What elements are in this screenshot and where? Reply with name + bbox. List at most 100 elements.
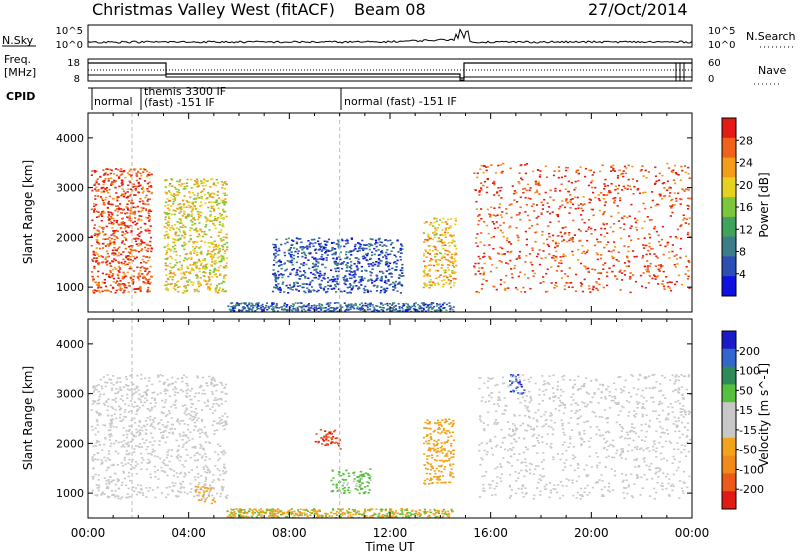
nsky-line	[87, 27, 693, 44]
velocity-colorbar-swatch	[722, 491, 736, 510]
nsky-left-tick-top: 10^5	[56, 26, 83, 37]
cpid-segment-themis: themis 3300 IF	[144, 85, 226, 98]
cpid-segment-normal-fast: normal (fast) -151 IF	[344, 95, 457, 108]
velocity-ylabel: Slant Range [km]	[21, 366, 35, 470]
velocity-colorbar-swatch	[722, 420, 736, 439]
nsky-right-tick-bottom: 10^0	[708, 40, 735, 51]
power-colorbar-tick-label: 16	[739, 201, 753, 214]
velocity-plot-area	[88, 319, 692, 518]
power-colorbar-tick-label: 8	[739, 246, 746, 259]
velocity-colorbar-swatch	[722, 473, 736, 492]
power-plot-area	[88, 113, 692, 312]
power-y-tick-label: 3000	[56, 182, 84, 195]
vel-region-1	[195, 483, 216, 505]
freq-step-line	[88, 62, 692, 79]
power-colorbar-swatch	[722, 256, 736, 277]
velocity-colorbar-swatch	[722, 402, 736, 421]
vel-region-5	[509, 374, 526, 395]
nsky-left-tick-bottom: 10^0	[56, 40, 83, 51]
nave-label: Nave	[758, 64, 786, 77]
power-panel: 1000 2000 3000 4000 Slant Range [km]	[21, 112, 693, 313]
velocity-colorbar-swatch	[722, 437, 736, 457]
nave-step-line	[88, 74, 692, 81]
nsky-panel	[87, 24, 693, 48]
time-axis: 00:00 04:00 08:00 12:00 16:00 20:00 00:00	[71, 526, 710, 540]
power-colorbar-tick-label: 12	[739, 223, 753, 236]
power-colorbar-swatch	[722, 118, 736, 139]
station-title: Christmas Valley West (fitACF)	[92, 0, 335, 19]
power-colorbar-swatch	[722, 276, 736, 297]
power-near-range-band	[227, 302, 455, 313]
power-colorbar-tick-label: 20	[739, 179, 753, 192]
power-region-4	[473, 162, 692, 294]
time-tick-label: 00:00	[675, 526, 710, 540]
cpid-label: CPID	[6, 90, 35, 103]
vel-y-tick-label: 3000	[56, 388, 84, 401]
power-y-tick-label: 1000	[56, 281, 84, 294]
velocity-colorbar-tick-label: -50	[739, 444, 757, 457]
power-colorbar-swatch	[722, 137, 736, 159]
power-colorbar-tick-label: 4	[739, 268, 746, 281]
time-axis-label: Time UT	[364, 540, 415, 554]
velocity-colorbar-swatch	[722, 348, 736, 368]
cpid-segment-fast: (fast) -151 IF	[144, 96, 215, 109]
velocity-colorbar-tick-label: -200	[739, 483, 764, 496]
freq-end-spikes	[675, 63, 685, 81]
power-colorbar-tick-label: 28	[739, 134, 753, 147]
power-cells	[90, 113, 692, 313]
freq-left-tick-top: 18	[67, 58, 80, 69]
freq-left-tick-bottom: 8	[74, 74, 80, 85]
time-tick-label: 20:00	[574, 526, 609, 540]
freq-label-line2: [MHz]	[4, 66, 36, 79]
velocity-colorbar-tick-label: 15	[739, 404, 753, 417]
velocity-colorbar: 200 100 50 15 -15 -50 -100 -200	[721, 330, 764, 510]
power-colorbar-swatch	[722, 216, 736, 238]
vel-region-0	[90, 373, 229, 500]
vel-region-4	[422, 418, 456, 485]
velocity-colorbar-swatch	[722, 384, 736, 403]
velocity-colorbar-tick-label: 50	[739, 384, 753, 397]
velocity-colorbar-tick-label: -15	[739, 424, 757, 437]
time-tick-label: 16:00	[473, 526, 508, 540]
power-y-tick-label: 4000	[56, 132, 84, 145]
time-tick-label: 04:00	[171, 526, 206, 540]
velocity-colorbar-swatch	[722, 331, 736, 350]
beam-label: Beam 08	[354, 0, 426, 19]
freq-label-line1: Freq.	[4, 53, 31, 66]
power-region-2	[271, 237, 405, 294]
velocity-colorbar-swatch	[722, 455, 736, 474]
vel-region-3	[330, 468, 372, 495]
power-region-0	[90, 168, 154, 294]
nsearch-label: N.Search	[746, 30, 796, 43]
velocity-colorbar-label: Velocity [m s^-1]	[757, 363, 771, 467]
vel-region-6	[478, 373, 692, 500]
time-tick-label: 00:00	[71, 526, 106, 540]
vel-y-tick-label: 1000	[56, 487, 84, 500]
power-colorbar-label: Power [dB]	[757, 172, 771, 237]
power-colorbar-swatch	[722, 177, 736, 198]
power-ylabel: Slant Range [km]	[21, 160, 35, 264]
vel-y-tick-label: 2000	[56, 437, 84, 450]
power-y-axis: 1000 2000 3000 4000	[56, 113, 693, 312]
power-colorbar-swatch	[722, 197, 736, 218]
power-colorbar-tick-label: 24	[739, 157, 753, 170]
time-tick-label: 12:00	[373, 526, 408, 540]
power-region-3	[422, 217, 458, 289]
time-tick-label: 08:00	[272, 526, 307, 540]
cpid-segment-normal: normal	[94, 95, 133, 108]
nsky-right-tick-top: 10^5	[708, 26, 735, 37]
power-colorbar-swatch	[722, 157, 736, 178]
freq-right-tick-bottom: 0	[708, 74, 714, 85]
vel-region-2	[314, 429, 342, 450]
vel-y-tick-label: 4000	[56, 338, 84, 351]
velocity-panel: 1000 2000 3000 4000 Slant Range [km]	[21, 318, 693, 519]
velocity-colorbar-tick-label: -100	[739, 463, 764, 476]
power-colorbar: 4 8 12 16 20 24 28	[721, 117, 753, 297]
velocity-colorbar-swatch	[722, 366, 736, 385]
date-label: 27/Oct/2014	[588, 0, 688, 19]
velocity-y-axis: 1000 2000 3000 4000	[56, 319, 693, 518]
power-y-tick-label: 2000	[56, 231, 84, 244]
velocity-colorbar-tick-label: 200	[739, 345, 760, 358]
